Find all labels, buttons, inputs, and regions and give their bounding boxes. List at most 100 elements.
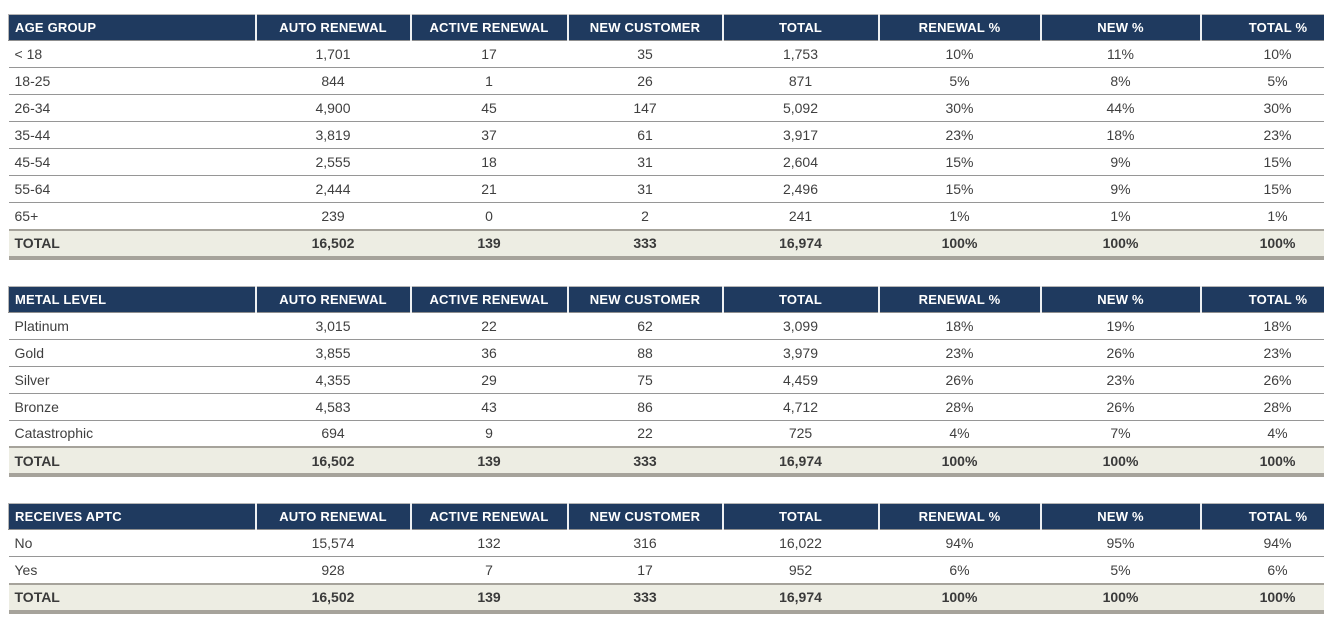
data-cell: 6% (1200, 556, 1324, 584)
data-cell: 15% (878, 148, 1041, 176)
data-cell: 8% (1040, 67, 1201, 95)
data-cell: 21 (410, 175, 568, 203)
row-label: Catastrophic (8, 420, 256, 448)
total-row: TOTAL 16,502 139 333 16,974 100% 100% 100% (8, 228, 1324, 260)
column-header-new: NEW % (1039, 14, 1201, 41)
table-row: 35-44 3,819 37 61 3,917 23% 18% 23% (8, 121, 1324, 149)
data-cell: 4,459 (722, 366, 879, 394)
data-cell: 5% (1040, 556, 1201, 584)
data-cell: 31 (567, 148, 723, 176)
table-row: < 18 1,701 17 35 1,753 10% 11% 10% (8, 40, 1324, 68)
table-row: Bronze 4,583 43 86 4,712 28% 26% 28% (8, 393, 1324, 421)
column-header-total: TOTAL (721, 503, 879, 530)
data-cell: 9 (410, 420, 568, 448)
data-cell: 16,022 (722, 529, 879, 557)
data-cell: 28% (1200, 393, 1324, 421)
data-cell: 18 (410, 148, 568, 176)
column-header-renewal: RENEWAL % (877, 503, 1041, 530)
total-cell: 100% (1040, 446, 1201, 477)
data-cell: 18% (1040, 121, 1201, 149)
data-cell: 7 (410, 556, 568, 584)
data-cell: 44% (1040, 94, 1201, 122)
data-cell: 1,753 (722, 40, 879, 68)
total-row: TOTAL 16,502 139 333 16,974 100% 100% 100% (8, 446, 1324, 477)
data-cell: 9% (1040, 175, 1201, 203)
row-label: Gold (8, 339, 256, 367)
table-age-group: AGE GROUP AUTO RENEWAL ACTIVE RENEWAL NEW C… (8, 14, 1324, 260)
table-receives-aptc: RECEIVES APTC AUTO RENEWAL ACTIVE RENEWAL N… (8, 503, 1324, 614)
data-cell: 23% (1200, 121, 1324, 149)
table-row: Yes 928 7 17 952 6% 5% 6% (8, 556, 1324, 584)
row-label: 65+ (8, 202, 256, 230)
table-row: 45-54 2,555 18 31 2,604 15% 9% 15% (8, 148, 1324, 176)
data-cell: 1% (1200, 202, 1324, 230)
data-cell: 23% (1200, 339, 1324, 367)
data-cell: 23% (1040, 366, 1201, 394)
table-row: 55-64 2,444 21 31 2,496 15% 9% 15% (8, 175, 1324, 203)
total-cell: 333 (567, 446, 723, 477)
table-row: Platinum 3,015 22 62 3,099 18% 19% 18% (8, 312, 1324, 340)
total-cell: 139 (410, 446, 568, 477)
row-label: Silver (8, 366, 256, 394)
data-cell: 928 (255, 556, 411, 584)
total-cell: 100% (1200, 228, 1324, 260)
data-cell: 241 (722, 202, 879, 230)
data-cell: 36 (410, 339, 568, 367)
header-row: RECEIVES APTC AUTO RENEWAL ACTIVE RENEWAL N… (8, 503, 1324, 530)
total-cell: 139 (410, 582, 568, 614)
total-cell: 16,502 (255, 582, 411, 614)
data-cell: 22 (567, 420, 723, 448)
data-cell: 3,855 (255, 339, 411, 367)
data-cell: 94% (878, 529, 1041, 557)
data-cell: 5% (1200, 67, 1324, 95)
column-header-new: NEW % (1039, 503, 1201, 530)
row-label: 26-34 (8, 94, 256, 122)
total-cell: 16,974 (722, 582, 879, 614)
data-cell: 1 (410, 67, 568, 95)
column-header-new: NEW % (1039, 285, 1201, 313)
table-row: Silver 4,355 29 75 4,459 26% 23% 26% (8, 366, 1324, 394)
data-cell: 26% (1040, 393, 1201, 421)
total-cell: 100% (1200, 582, 1324, 614)
table-row: 26-34 4,900 45 147 5,092 30% 44% 30% (8, 94, 1324, 122)
column-header-auto-renewal: AUTO RENEWAL (254, 503, 411, 530)
data-cell: 844 (255, 67, 411, 95)
table-row: 18-25 844 1 26 871 5% 8% 5% (8, 67, 1324, 95)
column-header-total: TOTAL % (1199, 285, 1324, 313)
data-cell: 3,099 (722, 312, 879, 340)
table-row: Catastrophic 694 9 22 725 4% 7% 4% (8, 420, 1324, 448)
data-cell: 17 (567, 556, 723, 584)
data-cell: 2,555 (255, 148, 411, 176)
data-cell: 35 (567, 40, 723, 68)
data-cell: 26% (878, 366, 1041, 394)
data-cell: 694 (255, 420, 411, 448)
total-label: TOTAL (8, 582, 256, 614)
total-cell: 333 (567, 582, 723, 614)
data-cell: 4,355 (255, 366, 411, 394)
data-cell: 15,574 (255, 529, 411, 557)
data-cell: 1% (878, 202, 1041, 230)
column-header-total: TOTAL % (1199, 14, 1324, 41)
column-header-age-group: AGE GROUP (8, 14, 256, 41)
data-cell: 15% (878, 175, 1041, 203)
total-cell: 16,974 (722, 446, 879, 477)
data-cell: 23% (878, 121, 1041, 149)
data-cell: 3,917 (722, 121, 879, 149)
data-cell: 11% (1040, 40, 1201, 68)
table-row: No 15,574 132 316 16,022 94% 95% 94% (8, 529, 1324, 557)
header-row: AGE GROUP AUTO RENEWAL ACTIVE RENEWAL NEW C… (8, 14, 1324, 41)
total-label: TOTAL (8, 228, 256, 260)
data-cell: 26 (567, 67, 723, 95)
data-cell: 43 (410, 393, 568, 421)
data-cell: 22 (410, 312, 568, 340)
data-cell: 316 (567, 529, 723, 557)
column-header-total: TOTAL (721, 14, 879, 41)
row-label: < 18 (8, 40, 256, 68)
row-label: Platinum (8, 312, 256, 340)
data-cell: 4,712 (722, 393, 879, 421)
data-cell: 147 (567, 94, 723, 122)
data-cell: 6% (878, 556, 1041, 584)
data-cell: 23% (878, 339, 1041, 367)
column-header-new-customer: NEW CUSTOMER (566, 285, 723, 313)
